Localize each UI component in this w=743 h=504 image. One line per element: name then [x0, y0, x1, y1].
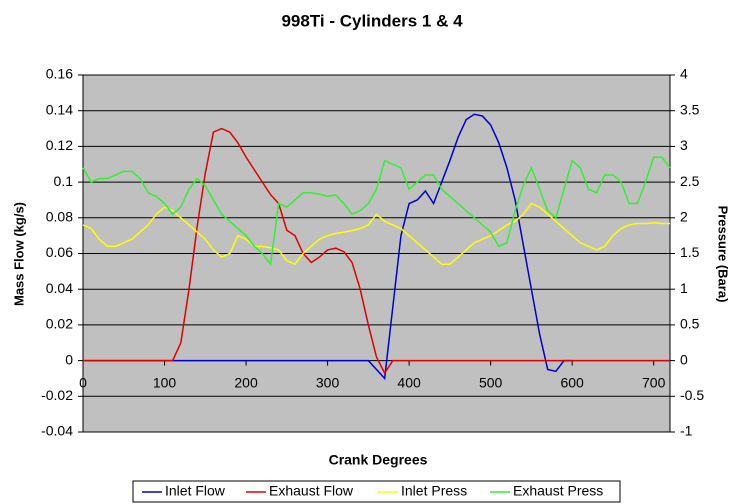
- y-tick-label: 0.16: [46, 66, 73, 82]
- y2-tick-label: 2.5: [680, 173, 700, 189]
- y2-axis-title: Pressure (Bara): [716, 206, 731, 303]
- y-tick-label: 0.02: [46, 316, 73, 332]
- series-line: [82, 156, 671, 267]
- legend-label: Exhaust Flow: [269, 483, 354, 499]
- y-tick-label: 0.1: [54, 173, 74, 189]
- x-tick-label: 100: [153, 374, 177, 390]
- x-tick-label: 500: [479, 374, 503, 390]
- y2-tick-label: 3: [680, 137, 688, 153]
- y-tick-label: 0.14: [46, 101, 73, 117]
- x-tick-label: 600: [560, 374, 584, 390]
- legend-label: Exhaust Press: [513, 483, 603, 499]
- legend-box: [132, 480, 621, 503]
- series-line: [83, 127, 670, 375]
- y-tick-label: 0.12: [46, 137, 73, 153]
- y-tick-label: 0.04: [46, 280, 73, 296]
- y2-tick-label: 1: [680, 280, 688, 296]
- series-line: [82, 202, 670, 266]
- y2-tick-label: 0.5: [680, 316, 700, 332]
- x-tick-label: 200: [234, 374, 258, 390]
- x-tick-label: 400: [397, 374, 421, 390]
- legend-label: Inlet Press: [401, 483, 467, 499]
- plot-border: [82, 74, 671, 433]
- y2-tick-label: -1: [680, 423, 693, 439]
- y-axis-title: Mass Flow (kg/s): [11, 202, 26, 306]
- y2-tick-label: 1.5: [680, 244, 700, 260]
- x-axis-title: Crank Degrees: [329, 452, 428, 468]
- y-tick-label: 0.06: [46, 244, 73, 260]
- y2-tick-label: -0.5: [680, 387, 704, 403]
- chart-title: 998Ti - Cylinders 1 & 4: [281, 11, 463, 30]
- x-tick-label: 300: [316, 374, 340, 390]
- y2-tick-label: 0: [680, 351, 688, 367]
- y-tick-label: -0.04: [41, 423, 73, 439]
- x-tick-label: 700: [642, 374, 666, 390]
- y-tick-label: -0.02: [41, 387, 73, 403]
- y2-tick-label: 3.5: [680, 101, 700, 117]
- y-tick-label: 0.08: [46, 209, 73, 225]
- y-tick-label: 0: [65, 351, 73, 367]
- legend-label: Inlet Flow: [165, 483, 226, 499]
- y2-tick-label: 4: [680, 66, 688, 82]
- y2-tick-label: 2: [680, 209, 688, 225]
